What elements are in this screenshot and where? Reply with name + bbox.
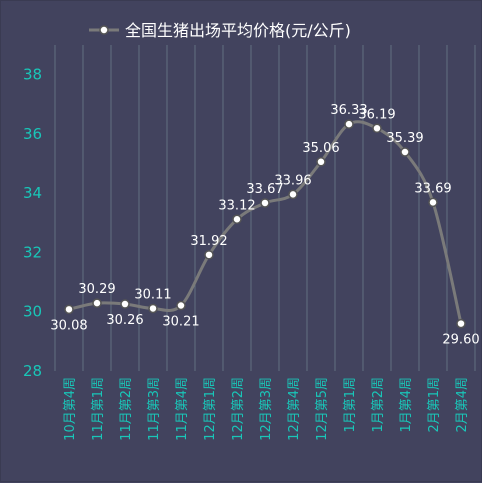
- x-tick-label: 12月第3周: [259, 377, 274, 441]
- x-tick-label: 11月第2周: [119, 377, 134, 441]
- data-label: 30.08: [50, 318, 87, 333]
- data-label: 30.26: [106, 313, 143, 328]
- data-point-marker: [372, 123, 382, 134]
- gridlines: [54, 45, 476, 371]
- data-point-marker: [344, 119, 354, 129]
- x-tick-label: 2月第4周: [455, 377, 470, 433]
- data-label: 35.39: [386, 131, 423, 146]
- y-axis: 28 30 32 34 36 38: [23, 66, 42, 380]
- data-point-marker: [120, 299, 130, 309]
- series-markers: [64, 119, 466, 329]
- data-point-marker: [148, 303, 158, 314]
- x-axis: 10月第4周 11月第1周 11月第2周 11月第3周 11月第4周 12月第1周 12月第…: [63, 377, 470, 441]
- data-point-marker: [428, 197, 438, 208]
- legend-marker-swatch: [99, 25, 109, 35]
- data-label: 36.19: [358, 107, 395, 122]
- data-label: 33.96: [274, 173, 311, 188]
- x-tick-label: 12月第2周: [231, 377, 246, 441]
- x-tick-label: 1月第4周: [399, 377, 414, 433]
- data-label: 29.60: [442, 333, 479, 348]
- x-tick-label: 12月第4周: [287, 377, 302, 441]
- data-point-marker: [176, 300, 186, 311]
- x-tick-label: 12月第5周: [315, 377, 330, 441]
- x-tick-label: 11月第4周: [175, 377, 190, 441]
- y-tick-label: 36: [23, 125, 42, 143]
- data-point-marker: [92, 298, 102, 308]
- data-label: 36.33: [330, 103, 367, 118]
- y-tick-label: 30: [23, 303, 42, 321]
- data-label: 30.11: [134, 287, 171, 302]
- data-point-marker: [204, 250, 214, 260]
- data-point-marker: [64, 304, 74, 315]
- data-point-marker: [232, 214, 242, 225]
- data-point-marker: [288, 189, 298, 200]
- data-label: 33.67: [246, 182, 283, 197]
- y-tick-label: 38: [23, 66, 42, 84]
- data-point-marker: [316, 157, 326, 167]
- data-label: 31.92: [190, 234, 227, 249]
- y-tick-label: 28: [23, 362, 42, 380]
- x-tick-label: 11月第3周: [147, 377, 162, 441]
- data-label: 33.69: [414, 181, 451, 196]
- x-tick-label: 2月第1周: [427, 377, 442, 433]
- legend-series-name: 全国生猪出场平均价格(元/公斤): [125, 21, 351, 40]
- y-tick-label: 34: [23, 184, 42, 202]
- data-point-marker: [260, 198, 270, 208]
- x-tick-label: 10月第4周: [63, 377, 78, 441]
- legend: 全国生猪出场平均价格(元/公斤): [89, 21, 351, 40]
- data-point-marker: [456, 318, 466, 329]
- x-tick-label: 11月第1周: [91, 377, 106, 441]
- x-tick-label: 1月第1周: [343, 377, 358, 433]
- y-tick-label: 32: [23, 243, 42, 261]
- data-label: 30.29: [78, 282, 115, 297]
- data-label: 35.06: [302, 141, 339, 156]
- x-tick-label: 12月第1周: [203, 377, 218, 441]
- data-point-marker: [400, 147, 410, 157]
- data-labels: 30.08 30.29 30.26 30.11 30.21 31.92 33.1233.67…: [50, 103, 479, 347]
- x-tick-label: 1月第2周: [371, 377, 386, 433]
- data-label: 33.12: [218, 198, 255, 213]
- data-label: 30.21: [162, 315, 199, 330]
